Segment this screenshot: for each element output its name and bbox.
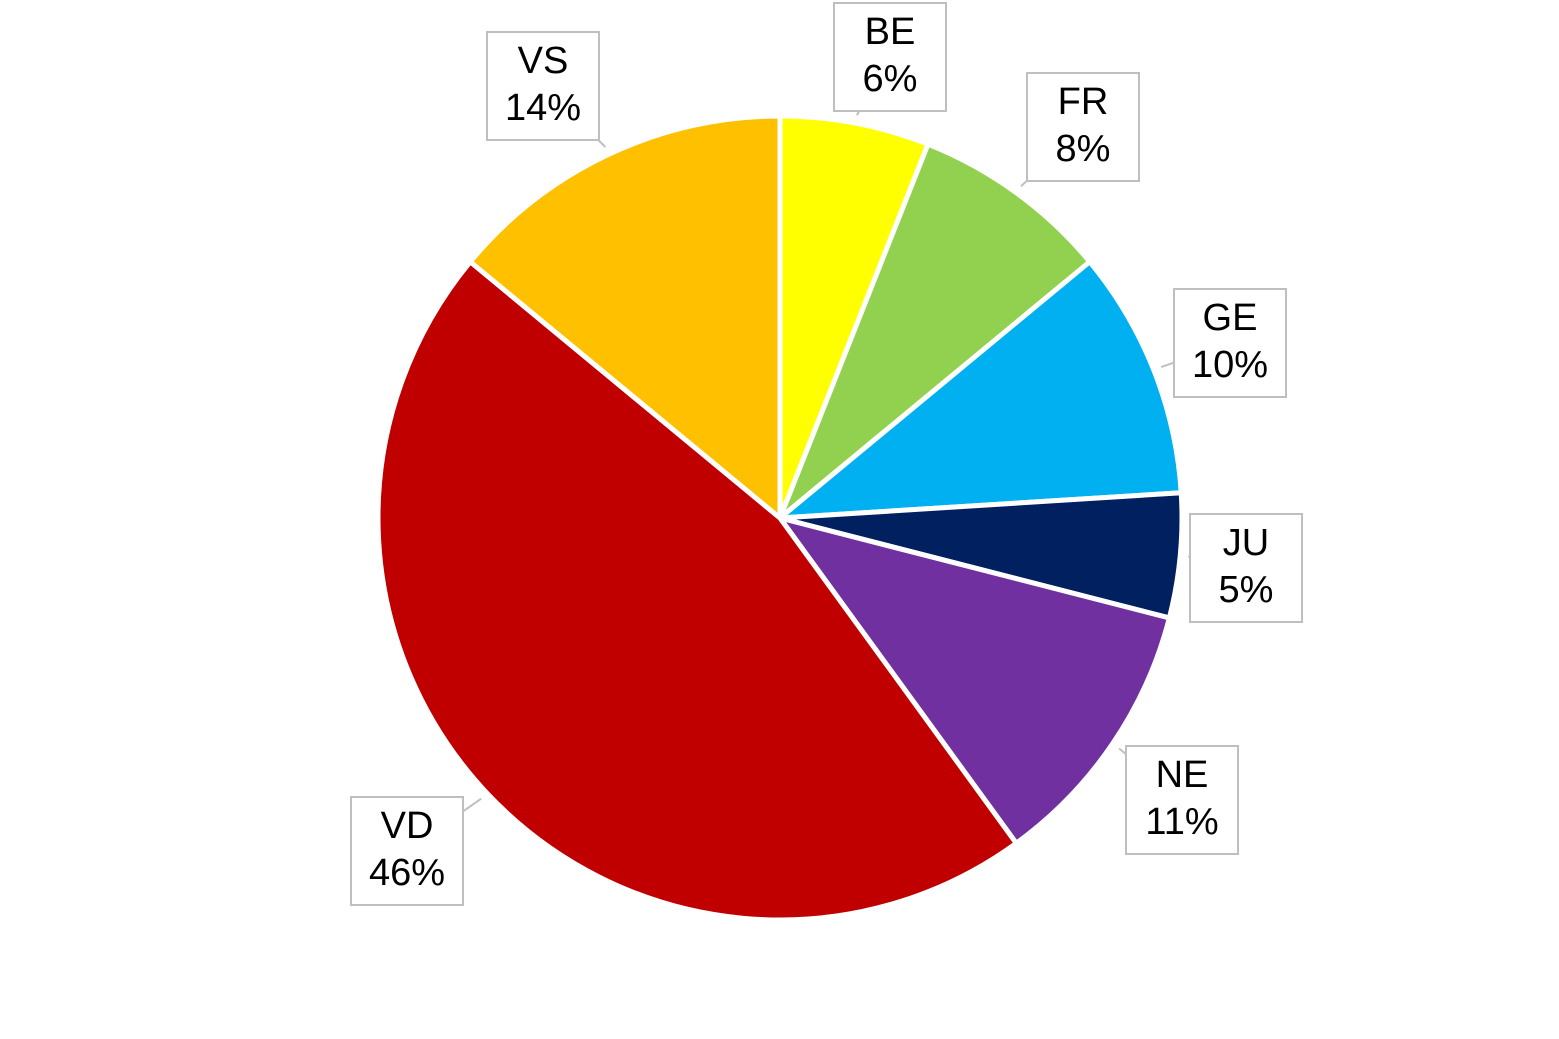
value-label: 10% — [1192, 344, 1268, 386]
value-label: 6% — [863, 58, 918, 100]
label-box — [1173, 288, 1287, 398]
value-label: 46% — [369, 852, 445, 894]
value-label: 11% — [1145, 801, 1218, 843]
value-label: 8% — [1056, 128, 1111, 170]
leader-line — [462, 797, 482, 813]
label-box — [833, 2, 947, 112]
label-box — [1189, 513, 1303, 623]
category-label: GE — [1203, 297, 1258, 339]
label-box — [486, 31, 600, 141]
label-box — [350, 796, 464, 906]
label-box — [1026, 72, 1140, 182]
leader-line — [597, 139, 607, 148]
pie-slice — [375, 259, 1019, 923]
pie-slice — [777, 141, 1093, 521]
pie-slice — [777, 113, 931, 521]
label-box — [1125, 745, 1239, 855]
category-label: BE — [865, 11, 916, 53]
category-label: FR — [1058, 81, 1109, 123]
pie-slice — [777, 515, 1172, 846]
value-label: 5% — [1219, 569, 1274, 611]
pie-slice — [777, 259, 1184, 521]
category-label: VS — [518, 40, 569, 82]
leader-line — [1160, 361, 1175, 368]
leader-line — [1118, 747, 1127, 755]
category-label: JU — [1223, 522, 1269, 564]
pie-slice — [467, 113, 783, 521]
category-label: VD — [381, 805, 434, 847]
value-label: 14% — [505, 87, 581, 129]
category-label: NE — [1156, 754, 1209, 796]
